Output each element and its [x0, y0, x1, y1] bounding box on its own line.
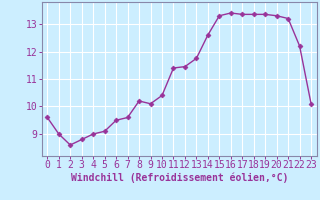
X-axis label: Windchill (Refroidissement éolien,°C): Windchill (Refroidissement éolien,°C)	[70, 173, 288, 183]
